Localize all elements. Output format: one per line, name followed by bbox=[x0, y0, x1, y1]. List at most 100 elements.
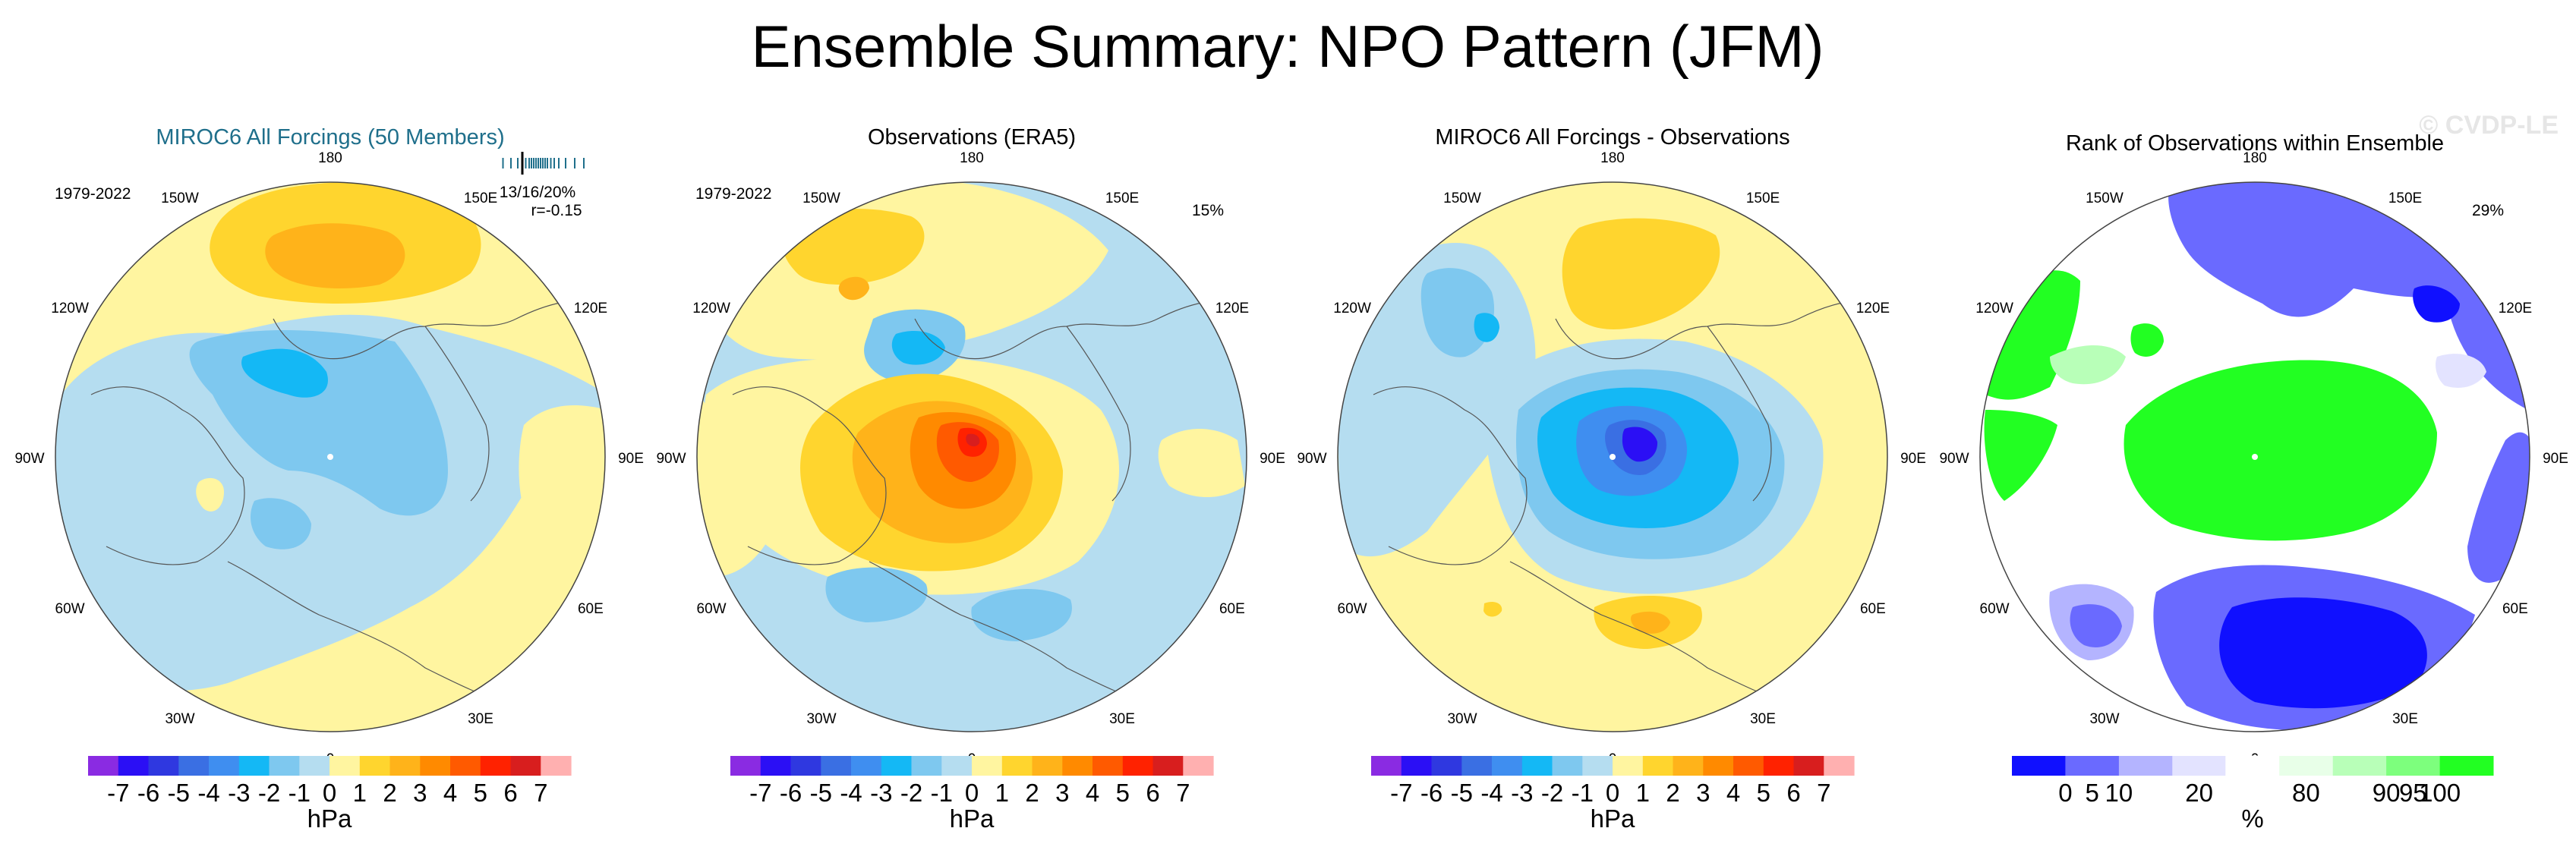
colorbar-swatch bbox=[1062, 756, 1093, 776]
lon-label: 150E bbox=[464, 190, 497, 206]
north-pole-marker bbox=[1610, 454, 1616, 460]
lon-label: 120E bbox=[2499, 301, 2532, 316]
contour-neg1-pacific bbox=[971, 589, 1072, 641]
lon-label: 120E bbox=[1215, 301, 1249, 316]
lon-label: 60E bbox=[1860, 601, 1886, 617]
colorbar-swatch bbox=[269, 756, 300, 776]
contour-pos0-west bbox=[697, 395, 782, 577]
contour-neg6-center bbox=[1622, 427, 1658, 462]
colorbar-tick-label: -2 bbox=[900, 779, 922, 807]
rank-20-band bbox=[2436, 354, 2486, 388]
colorbar-tick-label: 2 bbox=[383, 779, 396, 807]
colorbar-tick-label: -5 bbox=[810, 779, 832, 807]
colorbar-swatch bbox=[1461, 756, 1493, 776]
colorbar-swatch bbox=[730, 756, 761, 776]
lon-label: 90E bbox=[1900, 451, 1926, 467]
colorbar-swatch bbox=[1122, 756, 1154, 776]
colorbar-tick-label: -1 bbox=[288, 779, 311, 807]
colorbar-swatch bbox=[1733, 756, 1764, 776]
contour-neg2-siberia bbox=[891, 331, 945, 365]
lon-label: 30W bbox=[1447, 711, 1477, 727]
map-outline bbox=[1979, 181, 2530, 732]
colorbar-tick-label: 5 bbox=[2086, 779, 2099, 807]
colorbar-swatch bbox=[118, 756, 150, 776]
colorbar-swatch bbox=[2279, 756, 2334, 776]
stats-label-line2: r=-0.15 bbox=[531, 202, 582, 219]
colorbar-tick-label: 80 bbox=[2292, 779, 2320, 807]
lon-label: 30E bbox=[468, 711, 493, 727]
lon-label: 180 bbox=[318, 150, 342, 166]
pct-label-era5: 15% bbox=[1192, 202, 1224, 219]
colorbar-swatch bbox=[821, 756, 852, 776]
colorbar-swatch bbox=[881, 756, 913, 776]
colorbar-swatch bbox=[911, 756, 942, 776]
lon-label: 90W bbox=[656, 451, 686, 467]
colorbar-tick-label: 95 bbox=[2399, 779, 2427, 807]
colorbar-swatch bbox=[2172, 756, 2227, 776]
map-outline bbox=[55, 181, 606, 732]
contour-pos2-north bbox=[838, 276, 869, 301]
colorbar-tick-label: 6 bbox=[503, 779, 517, 807]
period-label-era5: 1979-2022 bbox=[695, 185, 771, 203]
lon-label: 90E bbox=[618, 451, 644, 467]
lon-label: 30E bbox=[2392, 711, 2418, 727]
colorbar-tick-label: -3 bbox=[1511, 779, 1533, 807]
colorbar-tick-label: 0 bbox=[323, 779, 336, 807]
colorbar-swatch bbox=[1401, 756, 1433, 776]
lon-label: 150W bbox=[2086, 190, 2124, 206]
rank-100-west-lower bbox=[1984, 410, 2057, 501]
lon-label: 120W bbox=[1975, 301, 2013, 316]
contour-pos2-south bbox=[1631, 611, 1670, 634]
colorbar-swatch bbox=[1763, 756, 1795, 776]
colorbar-tick-label: 6 bbox=[1786, 779, 1800, 807]
colorbar-tick-label: 0 bbox=[965, 779, 979, 807]
lon-label: 150W bbox=[1443, 190, 1481, 206]
colorbar-swatch bbox=[1032, 756, 1063, 776]
colorbar-tick-label: 3 bbox=[413, 779, 427, 807]
colorbar-tick-label: -5 bbox=[1451, 779, 1473, 807]
lon-label: 90W bbox=[1297, 451, 1326, 467]
colorbar-swatch bbox=[1793, 756, 1824, 776]
colorbar-swatch bbox=[790, 756, 821, 776]
map-difference bbox=[1337, 181, 1888, 732]
colorbar-unit: hPa bbox=[950, 804, 995, 833]
lon-label: 120E bbox=[1856, 301, 1890, 316]
colorbar-tick-label: 4 bbox=[1086, 779, 1099, 807]
contour-neg1-atlantic bbox=[825, 567, 928, 622]
colorbar-tick-label: -7 bbox=[1390, 779, 1412, 807]
lon-label: 30W bbox=[806, 711, 836, 727]
panel-title-miroc6: MIROC6 All Forcings (50 Members) bbox=[156, 125, 504, 150]
colorbar-tick-label: 5 bbox=[1757, 779, 1770, 807]
colorbar-tick-label: 3 bbox=[1055, 779, 1069, 807]
colorbar-tick-label: -4 bbox=[197, 779, 219, 807]
colorbar-swatch bbox=[209, 756, 240, 776]
colorbar-tick-label: 20 bbox=[2185, 779, 2213, 807]
colorbar-swatch bbox=[1824, 756, 1855, 776]
north-pole-marker bbox=[2252, 454, 2258, 460]
contour-neg3 bbox=[241, 348, 328, 398]
map-era5 bbox=[696, 181, 1247, 732]
contour-pos1-west bbox=[1483, 602, 1502, 617]
contour-neg3-west bbox=[1474, 313, 1499, 342]
colorbar-swatch bbox=[2118, 756, 2173, 776]
colorbar-tick-label: 4 bbox=[443, 779, 457, 807]
colorbar-tick-label: 100 bbox=[2419, 779, 2461, 807]
colorbar-swatch bbox=[1613, 756, 1644, 776]
colorbar-swatch bbox=[2065, 756, 2120, 776]
contour-pos1-north bbox=[1562, 218, 1720, 329]
colorbar-swatch bbox=[178, 756, 210, 776]
lon-label: 30W bbox=[165, 711, 194, 727]
colorbar-tick-label: -7 bbox=[107, 779, 129, 807]
lon-label: 30E bbox=[1109, 711, 1135, 727]
lon-label: 150W bbox=[802, 190, 840, 206]
colorbar-tick-label: -4 bbox=[1480, 779, 1502, 807]
map-outline bbox=[1337, 181, 1888, 732]
colorbar-swatch bbox=[480, 756, 512, 776]
panel-title-difference: MIROC6 All Forcings - Observations bbox=[1435, 125, 1789, 150]
colorbar-tick-label: 6 bbox=[1146, 779, 1159, 807]
pct-label-rank: 29% bbox=[2472, 202, 2504, 219]
colorbar-swatch bbox=[2386, 756, 2440, 776]
colorbar-swatch bbox=[972, 756, 1003, 776]
